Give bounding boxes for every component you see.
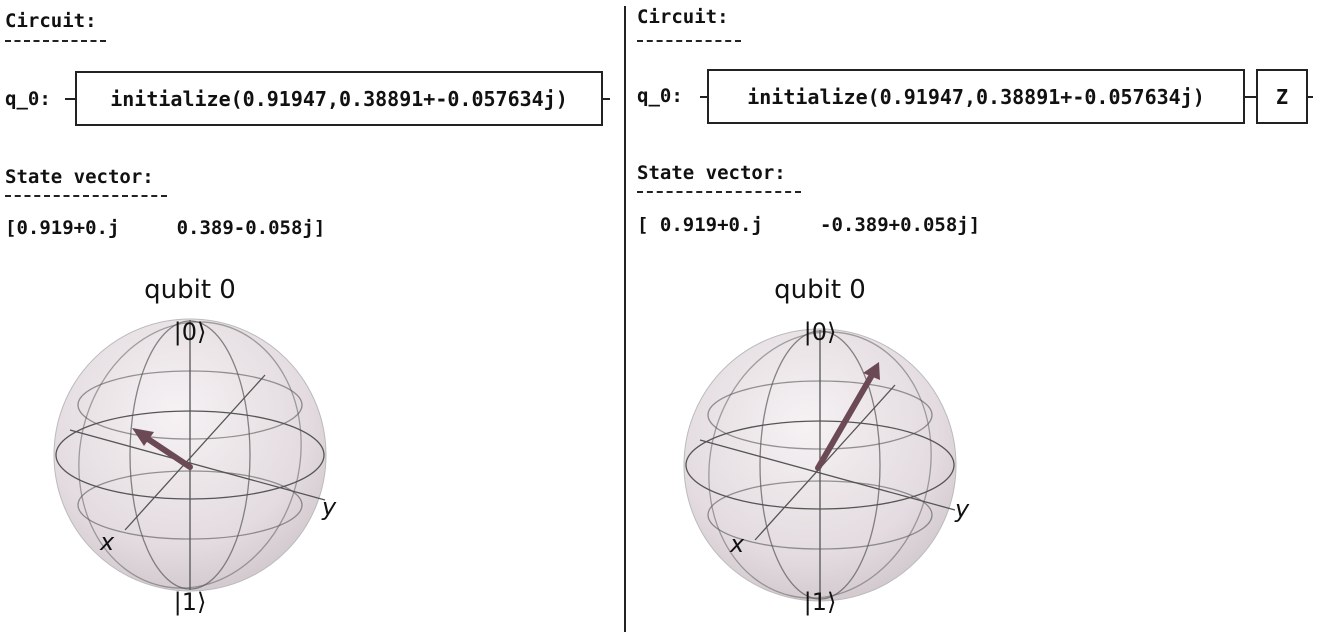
- initialize-gate: initialize(0.91947,0.38891+-0.057634j): [75, 71, 603, 126]
- circuit-heading-underline: [637, 40, 741, 42]
- qubit-label: q_0:: [637, 85, 683, 107]
- sphere-gridlines: [685, 330, 956, 600]
- state-vector-underline: [5, 195, 167, 197]
- panel-divider: [624, 6, 626, 632]
- ket1-label: |1⟩: [804, 588, 837, 616]
- qubit-label: q_0:: [5, 88, 51, 110]
- y-axis-label: y: [954, 495, 970, 523]
- ket0-label: |0⟩: [804, 318, 837, 346]
- state-vector-values: [0.919+0.j 0.389-0.058j]: [5, 217, 326, 239]
- state-vector-heading: State vector:: [637, 162, 786, 184]
- ket1-label: |1⟩: [174, 588, 207, 616]
- z-gate: Z: [1256, 69, 1308, 124]
- x-axis-label: x: [729, 530, 745, 558]
- state-vector-heading: State vector:: [5, 166, 154, 188]
- circuit-heading: Circuit:: [5, 10, 97, 32]
- state-vector-underline: [637, 191, 801, 193]
- x-axis-label: x: [99, 528, 115, 556]
- bloch-sphere: qubit 0 |0⟩ |1⟩ x y: [683, 275, 970, 616]
- sphere-gridlines: [55, 320, 326, 590]
- state-arrow: [815, 372, 875, 471]
- circuit-heading: Circuit:: [637, 6, 729, 28]
- state-vector-values: [ 0.919+0.j -0.389+0.058j]: [637, 214, 981, 236]
- bloch-title: qubit 0: [774, 275, 866, 305]
- initialize-gate: initialize(0.91947,0.38891+-0.057634j): [707, 69, 1245, 124]
- y-axis-label: y: [321, 493, 337, 521]
- state-arrow: [139, 432, 193, 470]
- bloch-title: qubit 0: [144, 275, 236, 305]
- left-output-panel: Circuit: q_0: initialize(0.91947,0.38891…: [0, 0, 622, 641]
- state-arrow-head: [863, 362, 880, 380]
- bloch-sphere: qubit 0 |0⟩ |1⟩ x y: [53, 275, 337, 616]
- circuit-heading-underline: [5, 40, 106, 42]
- state-arrow-head: [132, 428, 154, 446]
- right-output-panel: Circuit: q_0: initialize(0.91947,0.38891…: [632, 0, 1320, 641]
- ket0-label: |0⟩: [174, 318, 207, 346]
